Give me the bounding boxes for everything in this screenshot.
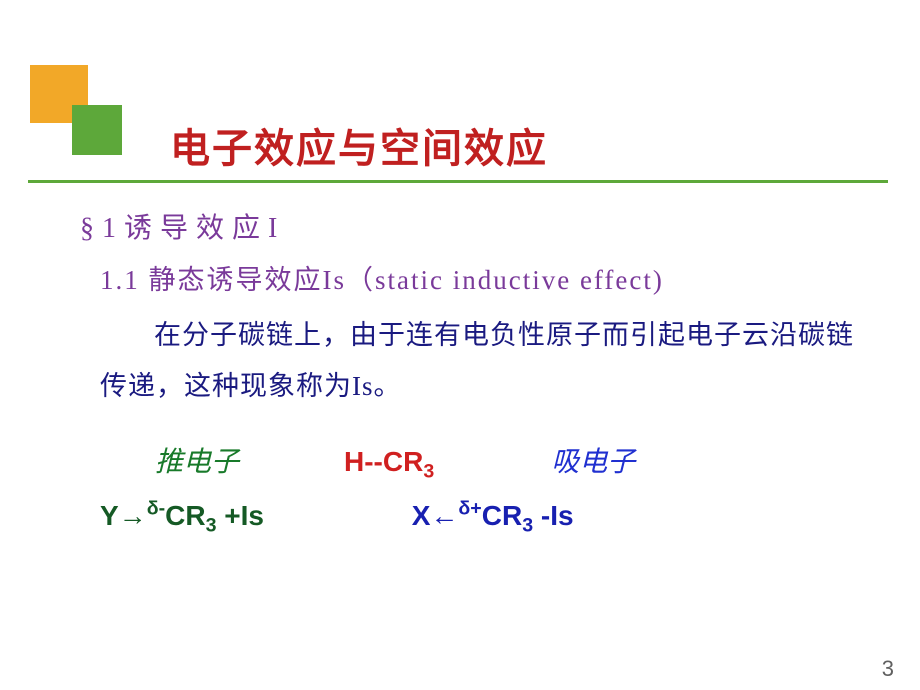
section-header: §1诱导效应I — [80, 206, 285, 246]
formula-row-equations: Y→δ-CR3 +Is X←δ+CR3 -Is — [100, 498, 860, 538]
page-number: 3 — [882, 656, 894, 682]
square-green — [72, 105, 122, 155]
subsection-header: 1.1 静态诱导效应Is（static inductive effect) — [100, 258, 664, 297]
section-number: §1 — [80, 213, 124, 244]
formula-row-labels: 推电子 H--CR3 吸电子 — [100, 440, 860, 484]
slide-title: 电子效应与空间效应 — [170, 116, 548, 174]
slide-container: 电子效应与空间效应 §1诱导效应I 1.1 静态诱导效应Is（static in… — [0, 0, 920, 690]
right-equation: X←δ+CR3 -Is — [412, 500, 574, 531]
body-paragraph: 在分子碳链上，由于连有电负性原子而引起电子云沿碳链传递，这种现象称为Is。 — [100, 310, 860, 413]
push-electron-label: 推电子 — [155, 447, 239, 478]
pull-electron-label: 吸电子 — [551, 447, 635, 478]
title-underline — [28, 180, 888, 183]
section-label: 诱导效应I — [124, 213, 285, 244]
center-formula: H--CR3 — [344, 446, 434, 477]
left-equation: Y→δ-CR3 +Is — [100, 500, 264, 531]
